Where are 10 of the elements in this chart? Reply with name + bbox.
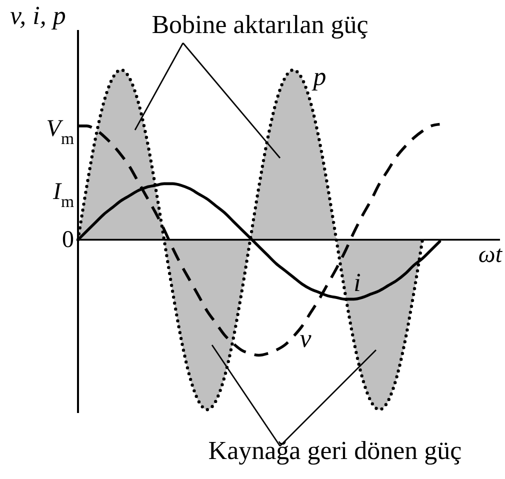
series-label: i bbox=[354, 268, 361, 298]
text: Bobine aktarılan güç bbox=[152, 10, 368, 39]
text: Kaynağa geri dönen güç bbox=[208, 436, 462, 465]
x-axis-title: ωt bbox=[478, 242, 504, 268]
text: 0 bbox=[62, 227, 74, 253]
series-label: v bbox=[300, 324, 312, 354]
text: V$_{m}$ bbox=[46, 116, 74, 148]
y-axis-title: v, i, p bbox=[10, 1, 66, 30]
series-label: p bbox=[311, 62, 326, 91]
text: I$_{m}$ bbox=[52, 179, 74, 211]
